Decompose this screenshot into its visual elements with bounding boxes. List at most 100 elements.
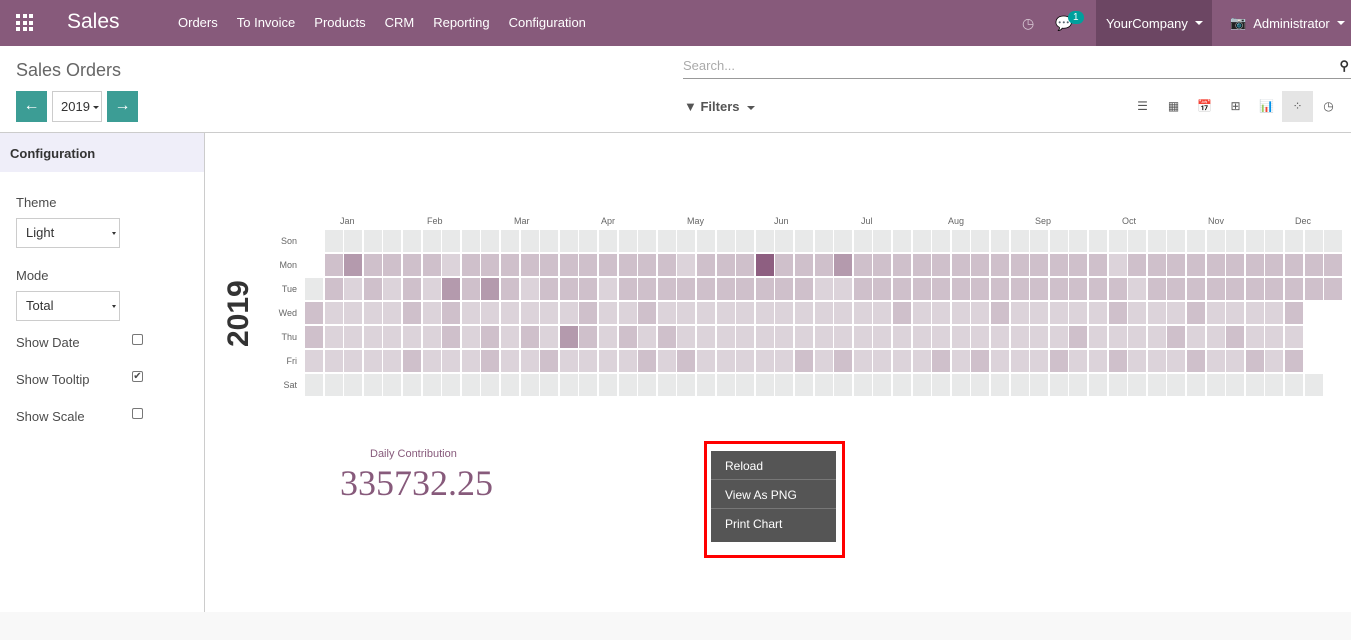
heatmap-cell[interactable] (775, 350, 794, 372)
heatmap-cell[interactable] (1108, 278, 1127, 300)
heatmap-cell[interactable] (814, 278, 833, 300)
heatmap-cell[interactable] (1245, 350, 1264, 372)
heatmap-cell[interactable] (559, 302, 578, 324)
heatmap-cell[interactable] (677, 302, 696, 324)
heatmap-cell[interactable] (716, 254, 735, 276)
heatmap-cell[interactable] (579, 278, 598, 300)
heatmap-cell[interactable] (501, 254, 519, 276)
heatmap-view-icon[interactable]: ⁘ (1282, 91, 1313, 122)
heatmap-cell[interactable] (422, 278, 441, 300)
heatmap-cell[interactable] (540, 326, 559, 348)
heatmap-cell[interactable] (520, 230, 539, 252)
heatmap-cell[interactable] (657, 302, 676, 324)
heatmap-cell[interactable] (305, 326, 323, 348)
heatmap-cell[interactable] (1285, 326, 1303, 348)
heatmap-cell[interactable] (520, 326, 539, 348)
heatmap-cell[interactable] (1089, 374, 1107, 396)
heatmap-cell[interactable] (324, 326, 343, 348)
heatmap-cell[interactable] (363, 350, 382, 372)
heatmap-cell[interactable] (1069, 326, 1088, 348)
heatmap-cell[interactable] (795, 254, 813, 276)
graph-view-icon[interactable]: 📊 (1259, 99, 1274, 113)
heatmap-cell[interactable] (657, 350, 676, 372)
heatmap-cell[interactable] (1304, 230, 1323, 252)
heatmap-cell[interactable] (1324, 254, 1343, 276)
heatmap-cell[interactable] (814, 326, 833, 348)
heatmap-cell[interactable] (422, 302, 441, 324)
heatmap-cell[interactable] (1030, 302, 1049, 324)
heatmap-cell[interactable] (1089, 254, 1107, 276)
heatmap-cell[interactable] (1206, 374, 1225, 396)
heatmap-cell[interactable] (716, 326, 735, 348)
activity-view-icon[interactable]: ◷ (1323, 99, 1334, 113)
heatmap-cell[interactable] (599, 254, 617, 276)
heatmap-cell[interactable] (305, 350, 323, 372)
heatmap-cell[interactable] (1187, 374, 1205, 396)
heatmap-cell[interactable] (736, 350, 755, 372)
heatmap-cell[interactable] (677, 350, 696, 372)
heatmap-cell[interactable] (1049, 326, 1068, 348)
heatmap-cell[interactable] (716, 302, 735, 324)
company-switcher[interactable]: YourCompany (1096, 0, 1212, 46)
heatmap-cell[interactable] (1187, 230, 1205, 252)
heatmap-cell[interactable] (1049, 374, 1068, 396)
heatmap-cell[interactable] (1245, 230, 1264, 252)
heatmap-cell[interactable] (1108, 254, 1127, 276)
heatmap-cell[interactable] (481, 302, 500, 324)
heatmap-cell[interactable] (324, 278, 343, 300)
heatmap-cell[interactable] (657, 326, 676, 348)
heatmap-cell[interactable] (540, 278, 559, 300)
heatmap-cell[interactable] (324, 350, 343, 372)
heatmap-cell[interactable] (873, 374, 892, 396)
heatmap-cell[interactable] (442, 254, 461, 276)
heatmap-cell[interactable] (618, 230, 637, 252)
heatmap-cell[interactable] (971, 350, 990, 372)
heatmap-cell[interactable] (324, 302, 343, 324)
heatmap-cell[interactable] (1069, 302, 1088, 324)
heatmap-cell[interactable] (1187, 254, 1205, 276)
heatmap-cell[interactable] (638, 326, 657, 348)
heatmap-cell[interactable] (481, 254, 500, 276)
heatmap-cell[interactable] (834, 326, 853, 348)
heatmap-cell[interactable] (1128, 302, 1147, 324)
heatmap-cell[interactable] (501, 230, 519, 252)
heatmap-cell[interactable] (579, 374, 598, 396)
heatmap-cell[interactable] (853, 326, 872, 348)
heatmap-cell[interactable] (363, 326, 382, 348)
heatmap-cell[interactable] (599, 326, 617, 348)
heatmap-cell[interactable] (461, 230, 480, 252)
heatmap-cell[interactable] (697, 350, 715, 372)
heatmap-cell[interactable] (1147, 230, 1166, 252)
pivot-view-icon[interactable]: ⊞ (1230, 99, 1241, 113)
heatmap-cell[interactable] (1049, 350, 1068, 372)
heatmap-cell[interactable] (1010, 278, 1029, 300)
heatmap-cell[interactable] (775, 326, 794, 348)
heatmap-cell[interactable] (559, 230, 578, 252)
heatmap-cell[interactable] (1108, 326, 1127, 348)
heatmap-cell[interactable] (324, 254, 343, 276)
heatmap-cell[interactable] (951, 350, 970, 372)
heatmap-cell[interactable] (579, 350, 598, 372)
heatmap-cell[interactable] (991, 230, 1009, 252)
heatmap-cell[interactable] (893, 230, 911, 252)
heatmap-cell[interactable] (1049, 254, 1068, 276)
heatmap-cell[interactable] (1089, 230, 1107, 252)
heatmap-cell[interactable] (1167, 326, 1186, 348)
heatmap-cell[interactable] (618, 350, 637, 372)
heatmap-cell[interactable] (1226, 374, 1245, 396)
heatmap-cell[interactable] (422, 350, 441, 372)
heatmap-cell[interactable] (971, 374, 990, 396)
search-icon[interactable]: ⚲ (1339, 58, 1349, 73)
reload-menu-item[interactable]: Reload (711, 451, 836, 480)
heatmap-cell[interactable] (853, 230, 872, 252)
heatmap-cell[interactable] (1147, 254, 1166, 276)
heatmap-cell[interactable] (618, 326, 637, 348)
heatmap-cell[interactable] (951, 302, 970, 324)
heatmap-cell[interactable] (1010, 374, 1029, 396)
heatmap-cell[interactable] (736, 278, 755, 300)
heatmap-cell[interactable] (755, 230, 774, 252)
heatmap-cell[interactable] (697, 254, 715, 276)
heatmap-cell[interactable] (1010, 350, 1029, 372)
heatmap-cell[interactable] (853, 278, 872, 300)
heatmap-cell[interactable] (1128, 326, 1147, 348)
